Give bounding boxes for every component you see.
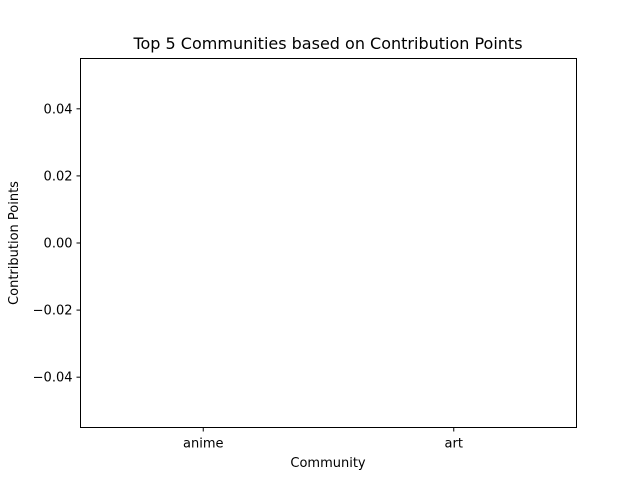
y-axis: 0.04 0.02 0.00 −0.02 −0.04	[33, 102, 81, 386]
y-tick-label: −0.04	[33, 371, 73, 386]
y-tick-label: 0.04	[44, 102, 73, 117]
chart-title: Top 5 Communities based on Contribution …	[132, 34, 522, 53]
y-tick-label: 0.00	[44, 237, 73, 252]
x-axis-label: Community	[290, 456, 366, 471]
x-tick-label: art	[445, 437, 463, 452]
y-axis-label: Contribution Points	[7, 181, 22, 305]
x-tick-label: anime	[183, 437, 223, 452]
y-tick-label: 0.02	[44, 169, 73, 184]
plot-frame	[80, 58, 577, 428]
y-tick-label: −0.02	[33, 304, 73, 319]
x-axis: anime art	[183, 427, 463, 452]
